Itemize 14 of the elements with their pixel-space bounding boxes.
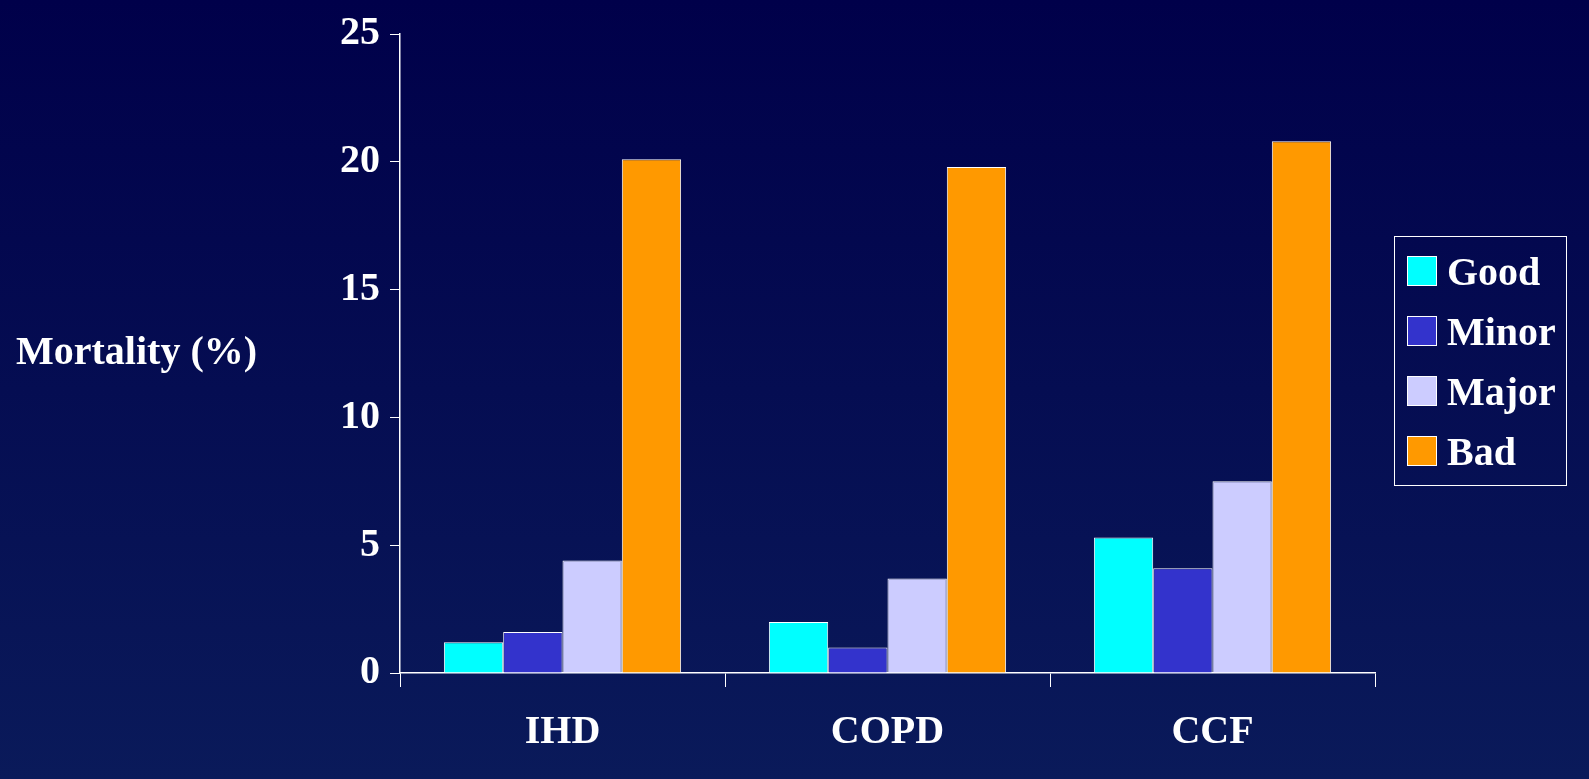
x-tick-label: COPD xyxy=(830,707,945,753)
x-tick-label: IHD xyxy=(524,707,601,753)
y-tick-label: 5 xyxy=(360,519,380,565)
y-tick-label: 10 xyxy=(340,391,380,437)
y-tick-label: 0 xyxy=(360,647,380,693)
x-tick-label: CCF xyxy=(1171,707,1254,753)
legend-label: Major xyxy=(1447,367,1556,415)
y-axis-title: Mortality (%) xyxy=(16,327,258,373)
legend-label: Good xyxy=(1447,247,1541,295)
legend-label: Minor xyxy=(1447,307,1556,355)
y-tick-label: 20 xyxy=(340,136,380,182)
y-tick-label: 15 xyxy=(340,263,380,309)
text: Bad xyxy=(1447,427,1516,475)
y-tick-label: 25 xyxy=(340,8,380,54)
